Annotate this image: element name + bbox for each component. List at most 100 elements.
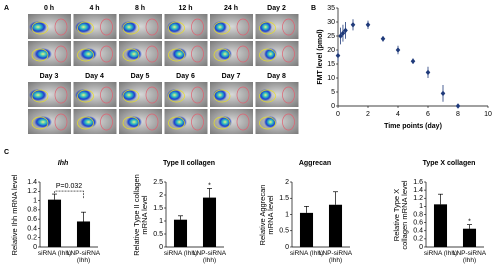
roi-left xyxy=(259,48,276,62)
roi-right xyxy=(236,45,250,63)
y-tick-label: 25 xyxy=(327,33,335,40)
x-tick-label: 8 xyxy=(456,111,460,118)
data-point xyxy=(395,47,401,53)
roi-left xyxy=(77,89,94,103)
x-tick-label: siRNA (Ihh) xyxy=(423,250,458,257)
x-axis-label: Time points (day) xyxy=(384,123,442,130)
annotation: * xyxy=(468,219,471,226)
roi-right xyxy=(282,113,295,131)
time-label: Day 6 xyxy=(176,73,195,80)
roi-right xyxy=(145,86,159,104)
y-tick-label: 0.5 xyxy=(153,231,163,238)
roi-left xyxy=(168,89,185,103)
time-label: Day 4 xyxy=(85,73,104,80)
annotation: * xyxy=(208,182,211,189)
y-tick-label: 1 xyxy=(33,197,37,204)
time-label: Day 5 xyxy=(131,73,150,80)
y-tick-label: 0.6 xyxy=(413,219,423,226)
roi-left xyxy=(213,21,231,35)
roi-right xyxy=(191,45,204,63)
bar xyxy=(173,219,188,247)
roi-right xyxy=(282,45,295,63)
roi-right xyxy=(236,18,250,36)
fluorescence xyxy=(218,116,232,128)
time-label: 24 h xyxy=(224,5,238,12)
y-tick-label: 1.6 xyxy=(413,179,423,186)
roi-left xyxy=(259,89,276,103)
time-label: 12 h xyxy=(178,5,192,12)
data-point xyxy=(410,58,416,64)
panel-label: C xyxy=(4,149,9,156)
roi-right xyxy=(100,86,113,104)
x-tick-label: 2 xyxy=(366,111,370,118)
y-tick-label: 0 xyxy=(33,244,37,251)
y-tick-label: 0 xyxy=(331,103,335,110)
y-tick-label: 35 xyxy=(327,5,335,12)
time-label: Day 3 xyxy=(40,73,59,80)
y-axis-label: Relative Ihh mRNA level xyxy=(9,174,19,255)
fluorescence xyxy=(259,21,272,33)
y-tick-label: 0.4 xyxy=(27,225,37,232)
y-tick-label: 1 xyxy=(285,211,289,218)
panel-label: A xyxy=(4,5,9,12)
y-axis-label: FMT level (pmol) xyxy=(317,29,324,84)
data-point xyxy=(380,36,386,42)
roi-left xyxy=(213,48,231,62)
data-point xyxy=(343,27,348,34)
y-tick-label: 0.2 xyxy=(27,235,37,242)
bar xyxy=(76,221,91,247)
x-tick-label: LNP-siRNA (Ihh) xyxy=(192,250,227,265)
roi-left xyxy=(77,116,94,130)
x-tick-label: 10 xyxy=(484,111,492,118)
y-tick-label: 0.4 xyxy=(413,228,423,235)
roi-left xyxy=(168,116,185,130)
roi-left xyxy=(31,48,49,62)
bar xyxy=(328,204,343,247)
roi-right xyxy=(100,113,113,131)
roi-right xyxy=(145,45,159,63)
y-tick-label: 1 xyxy=(419,203,423,210)
roi-left xyxy=(259,21,276,35)
roi-right xyxy=(282,18,295,36)
roi-right xyxy=(191,18,204,36)
y-tick-label: 1.5 xyxy=(279,195,289,202)
bar xyxy=(47,199,62,247)
data-point xyxy=(455,103,461,109)
roi-left xyxy=(122,89,140,103)
time-label: Day 7 xyxy=(222,73,241,80)
y-tick-label: 1.5 xyxy=(153,205,163,212)
roi-left xyxy=(168,21,185,35)
fluorescence xyxy=(126,116,142,128)
fluorescence xyxy=(29,21,47,33)
y-tick-label: 20 xyxy=(327,47,335,54)
roi-left xyxy=(213,89,231,103)
thumbnail xyxy=(255,41,299,66)
y-tick-label: 1 xyxy=(159,218,163,225)
roi-left xyxy=(77,48,94,62)
x-tick-label: siRNA (Ihh) xyxy=(37,250,72,257)
roi-right xyxy=(145,113,159,131)
fluorescence xyxy=(29,89,47,101)
fluorescence xyxy=(218,48,232,60)
roi-left xyxy=(259,116,276,130)
y-tick-label: 0.6 xyxy=(27,216,37,223)
thumbnail xyxy=(255,109,299,134)
y-tick-label: 2 xyxy=(285,179,289,186)
time-label: 8 h xyxy=(135,5,145,12)
chart-title: Type X collagen xyxy=(423,160,476,167)
fluorescence xyxy=(80,48,97,60)
x-tick-label: siRNA (Ihh) xyxy=(163,250,198,257)
x-tick-label: 0 xyxy=(336,111,340,118)
x-tick-label: 6 xyxy=(426,111,430,118)
roi-left xyxy=(31,21,49,35)
y-tick-label: 0.2 xyxy=(413,236,423,243)
roi-right xyxy=(54,45,68,63)
roi-left xyxy=(122,21,140,35)
data-point xyxy=(365,22,371,28)
y-tick-label: 2 xyxy=(159,192,163,199)
x-tick-label: LNP-siRNA (Ihh) xyxy=(452,250,487,265)
data-point xyxy=(335,52,341,59)
y-tick-label: 0.8 xyxy=(27,207,37,214)
